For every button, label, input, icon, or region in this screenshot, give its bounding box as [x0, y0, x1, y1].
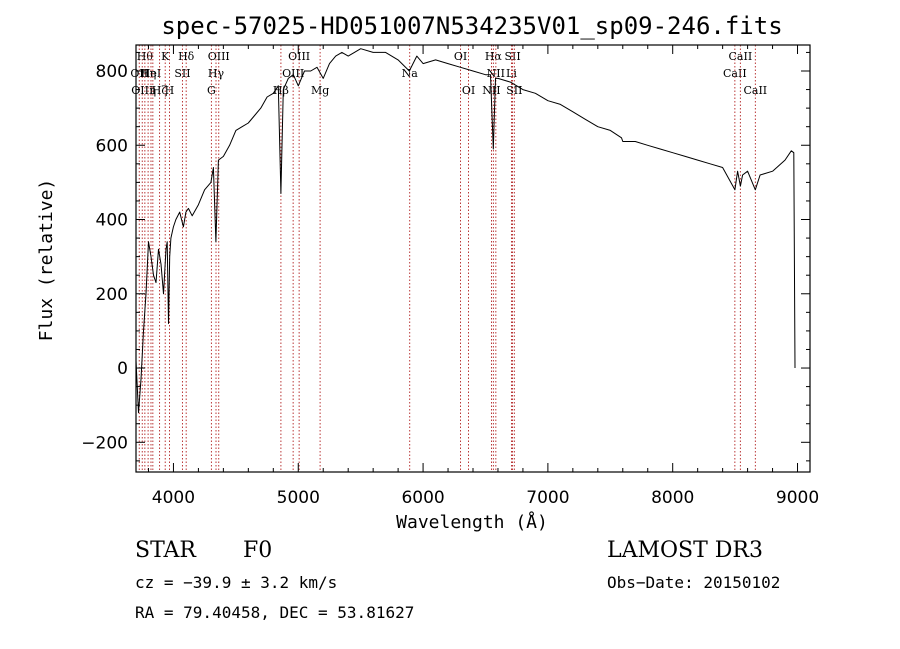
y-tick-label-1: 0 — [117, 359, 128, 379]
line-marker-label-18: Na — [402, 67, 419, 80]
survey-name: LAMOST DR3 — [607, 538, 763, 563]
line-marker-label-10: Hδ — [178, 50, 195, 63]
x-tick-label-5: 9000 — [776, 488, 819, 508]
line-marker-label-25: SII — [504, 50, 520, 63]
x-tick-label-4: 8000 — [651, 488, 694, 508]
line-marker-label-22: Hα — [485, 50, 503, 63]
line-marker-label-26: SII — [506, 84, 522, 97]
y-tick-label-4: 600 — [96, 136, 128, 156]
spectrum-line-0 — [135, 48, 796, 414]
chart-title: spec-57025-HD051007N534235V01_sp09-246.f… — [161, 12, 782, 40]
line-marker-label-8: H — [165, 84, 175, 97]
x-tick-label-3: 7000 — [526, 488, 569, 508]
spectral-subclass: F0 — [243, 538, 273, 563]
line-marker-label-4: HeI — [141, 67, 161, 80]
y-tick-label-0: −200 — [81, 433, 128, 453]
line-marker-label-9: SII — [174, 67, 190, 80]
line-marker-label-15: OIII — [282, 67, 304, 80]
line-marker-label-6: Hζ — [152, 84, 168, 97]
observation-date: Obs−Date: 20150102 — [607, 573, 781, 592]
line-marker-label-20: OI — [462, 84, 475, 97]
line-marker-layer: OIIOIIIHθHηHeIηHζKHSIIHδGHγOIIIHβOIIIOII… — [130, 45, 767, 472]
line-marker-label-29: CaII — [743, 84, 767, 97]
line-marker-label-2: Hθ — [137, 50, 154, 63]
plot-frame — [135, 44, 811, 473]
line-marker-label-19: OI — [454, 50, 467, 63]
line-marker-label-16: OIII — [288, 50, 310, 63]
y-tick-label-5: 800 — [96, 62, 128, 82]
line-marker-label-24: Li — [506, 67, 517, 80]
line-marker-label-27: CaII — [723, 67, 747, 80]
line-marker-label-23: NII — [487, 67, 505, 80]
line-marker-label-7: K — [161, 50, 170, 63]
line-marker-label-5: η — [150, 84, 157, 97]
series-layer — [135, 48, 796, 414]
y-tick-label-3: 400 — [96, 211, 128, 231]
tick-layer: 4000 5000 6000 7000 8000 9000 −200 0 200 400 600 80… — [81, 45, 819, 508]
line-marker-label-0: OII — [130, 67, 148, 80]
object-class: STAR — [135, 538, 196, 563]
x-tick-label-1: 5000 — [277, 488, 320, 508]
x-axis-label: Wavelength (Å) — [396, 511, 548, 533]
y-tick-label-2: 200 — [96, 285, 128, 305]
line-marker-label-28: CaII — [729, 50, 753, 63]
line-marker-label-13: OIII — [208, 50, 230, 63]
line-marker-label-17: Mg — [311, 84, 329, 97]
line-marker-label-3: Hη — [140, 67, 156, 80]
line-marker-label-12: Hγ — [208, 67, 225, 80]
spectrum-chart: spec-57025-HD051007N534235V01_sp09-246.f… — [36, 12, 819, 533]
x-tick-label-0: 4000 — [152, 488, 195, 508]
x-tick-label-2: 6000 — [401, 488, 444, 508]
y-axis-label: Flux (relative) — [36, 179, 57, 342]
line-marker-label-11: G — [207, 84, 216, 97]
coordinates: RA = 79.40458, DEC = 53.81627 — [135, 603, 415, 622]
redshift-cz: cz = −39.9 ± 3.2 km/s — [135, 573, 338, 592]
